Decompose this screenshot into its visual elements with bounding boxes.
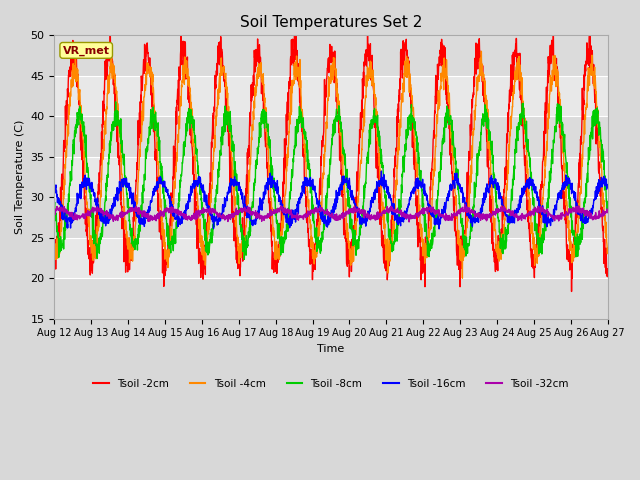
Tsoil -16cm bbox=[571, 197, 579, 203]
Tsoil -32cm bbox=[571, 207, 579, 213]
Tsoil -32cm bbox=[556, 213, 563, 218]
Line: Tsoil -2cm: Tsoil -2cm bbox=[54, 30, 608, 291]
Tsoil -8cm bbox=[241, 256, 248, 262]
Legend: Tsoil -2cm, Tsoil -4cm, Tsoil -8cm, Tsoil -16cm, Tsoil -32cm: Tsoil -2cm, Tsoil -4cm, Tsoil -8cm, Tsoi… bbox=[89, 374, 573, 393]
Tsoil -8cm bbox=[556, 102, 563, 108]
Tsoil -4cm bbox=[347, 262, 355, 268]
Tsoil -32cm bbox=[604, 209, 612, 215]
Tsoil -8cm bbox=[348, 227, 355, 232]
Tsoil -2cm bbox=[106, 27, 114, 33]
Tsoil -8cm bbox=[51, 202, 58, 207]
Tsoil -4cm bbox=[205, 228, 212, 234]
Tsoil -4cm bbox=[556, 93, 563, 99]
Line: Tsoil -16cm: Tsoil -16cm bbox=[54, 171, 608, 229]
Tsoil -32cm bbox=[405, 219, 413, 225]
Bar bbox=[54, 116, 608, 157]
Y-axis label: Soil Temperature (C): Soil Temperature (C) bbox=[15, 120, 25, 234]
Tsoil -16cm bbox=[492, 183, 500, 189]
Tsoil -4cm bbox=[51, 250, 58, 256]
Tsoil -32cm bbox=[461, 202, 468, 207]
Tsoil -16cm bbox=[51, 185, 58, 191]
Tsoil -32cm bbox=[359, 209, 367, 215]
Tsoil -2cm bbox=[604, 274, 612, 279]
Tsoil -16cm bbox=[378, 168, 385, 174]
Tsoil -16cm bbox=[435, 226, 443, 232]
Tsoil -2cm bbox=[51, 242, 58, 248]
Line: Tsoil -8cm: Tsoil -8cm bbox=[54, 102, 608, 259]
Tsoil -4cm bbox=[604, 245, 612, 251]
Tsoil -32cm bbox=[51, 210, 58, 216]
Tsoil -8cm bbox=[492, 189, 500, 194]
X-axis label: Time: Time bbox=[317, 344, 345, 354]
Tsoil -16cm bbox=[604, 182, 612, 188]
Tsoil -4cm bbox=[458, 276, 466, 281]
Tsoil -2cm bbox=[360, 93, 367, 98]
Tsoil -4cm bbox=[477, 48, 485, 54]
Tsoil -2cm bbox=[348, 239, 355, 245]
Bar bbox=[54, 36, 608, 76]
Tsoil -8cm bbox=[112, 99, 120, 105]
Tsoil -32cm bbox=[492, 208, 500, 214]
Tsoil -4cm bbox=[492, 248, 500, 254]
Tsoil -8cm bbox=[205, 241, 212, 247]
Bar bbox=[54, 278, 608, 319]
Tsoil -32cm bbox=[205, 207, 212, 213]
Tsoil -8cm bbox=[571, 241, 579, 247]
Tsoil -2cm bbox=[492, 266, 500, 272]
Tsoil -2cm bbox=[205, 191, 212, 196]
Tsoil -16cm bbox=[359, 219, 367, 225]
Line: Tsoil -32cm: Tsoil -32cm bbox=[54, 204, 608, 222]
Line: Tsoil -4cm: Tsoil -4cm bbox=[54, 51, 608, 278]
Tsoil -8cm bbox=[360, 199, 367, 205]
Title: Soil Temperatures Set 2: Soil Temperatures Set 2 bbox=[240, 15, 422, 30]
Tsoil -2cm bbox=[568, 288, 575, 294]
Bar bbox=[54, 197, 608, 238]
Tsoil -16cm bbox=[205, 206, 212, 212]
Tsoil -2cm bbox=[555, 109, 563, 115]
Tsoil -32cm bbox=[347, 206, 355, 212]
Tsoil -8cm bbox=[604, 199, 612, 204]
Tsoil -16cm bbox=[556, 190, 563, 195]
Text: VR_met: VR_met bbox=[63, 45, 109, 56]
Tsoil -16cm bbox=[347, 194, 355, 200]
Tsoil -2cm bbox=[571, 230, 579, 236]
Tsoil -4cm bbox=[359, 129, 367, 135]
Tsoil -4cm bbox=[571, 254, 579, 260]
